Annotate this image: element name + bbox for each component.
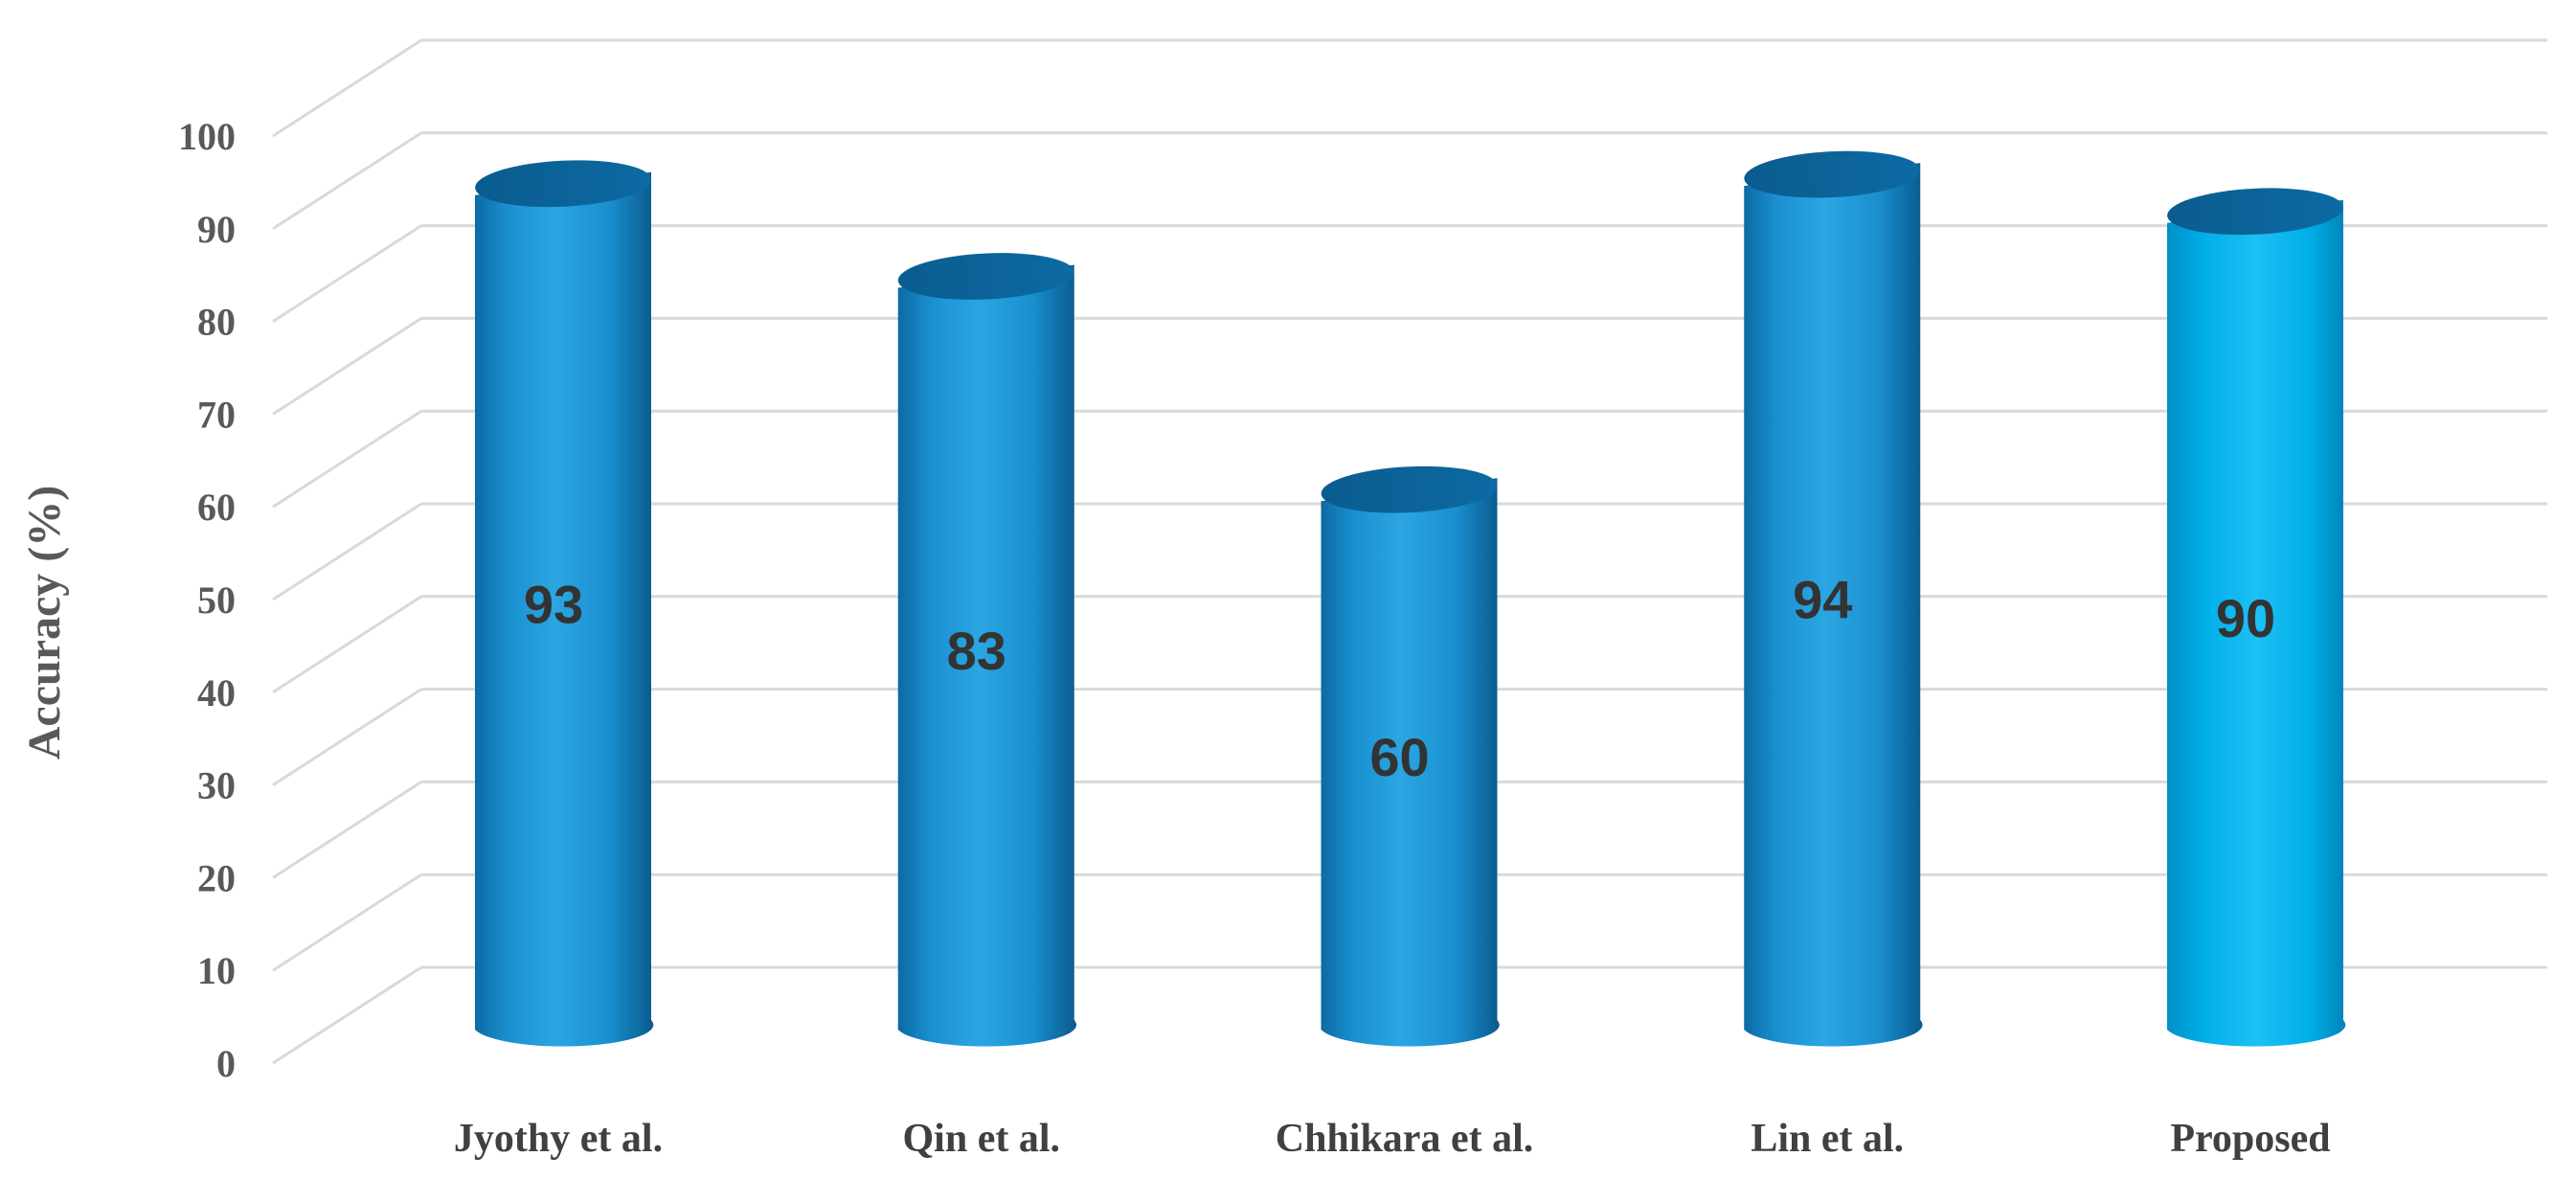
- x-tick-label: Proposed: [2170, 1117, 2330, 1161]
- bar: [2167, 188, 2346, 1047]
- data-labels: 93 83 60 94 90: [524, 570, 2275, 788]
- y-tick-label: 50: [197, 578, 236, 622]
- y-tick-label: 0: [216, 1042, 236, 1085]
- x-tick-label: Lin et al.: [1751, 1117, 1904, 1161]
- gridline: [272, 38, 2547, 138]
- data-label: 60: [1369, 727, 1429, 787]
- data-label: 93: [524, 574, 583, 634]
- bar: [1321, 465, 1500, 1047]
- y-tick-label: 70: [197, 393, 236, 436]
- bar: [475, 160, 654, 1047]
- y-tick-label: 10: [197, 949, 236, 992]
- y-tick-label: 80: [197, 301, 236, 344]
- y-tick-label: 20: [197, 856, 236, 899]
- bars: [475, 150, 2346, 1047]
- data-label: 83: [947, 621, 1006, 681]
- y-axis-label: Accuracy (%): [19, 486, 70, 760]
- y-tick-label: 30: [197, 764, 236, 807]
- x-tick-label: Jyothy et al.: [454, 1117, 663, 1161]
- x-axis-ticks: Jyothy et al. Qin et al. Chhikara et al. Li…: [454, 1117, 2331, 1161]
- x-tick-label: Qin et al.: [903, 1117, 1061, 1161]
- y-tick-label: 60: [197, 486, 236, 529]
- y-axis-ticks: 0 10 20 30 40 50 60 70 80 90 100: [178, 115, 236, 1085]
- y-tick-label: 100: [178, 115, 236, 158]
- y-tick-label: 40: [197, 671, 236, 714]
- y-tick-label: 90: [197, 208, 236, 251]
- bar: [897, 253, 1077, 1047]
- x-tick-label: Chhikara et al.: [1276, 1117, 1534, 1161]
- gridline: [272, 131, 2547, 231]
- data-label: 90: [2216, 588, 2275, 648]
- data-label: 94: [1793, 570, 1852, 630]
- bar: [1744, 150, 1923, 1047]
